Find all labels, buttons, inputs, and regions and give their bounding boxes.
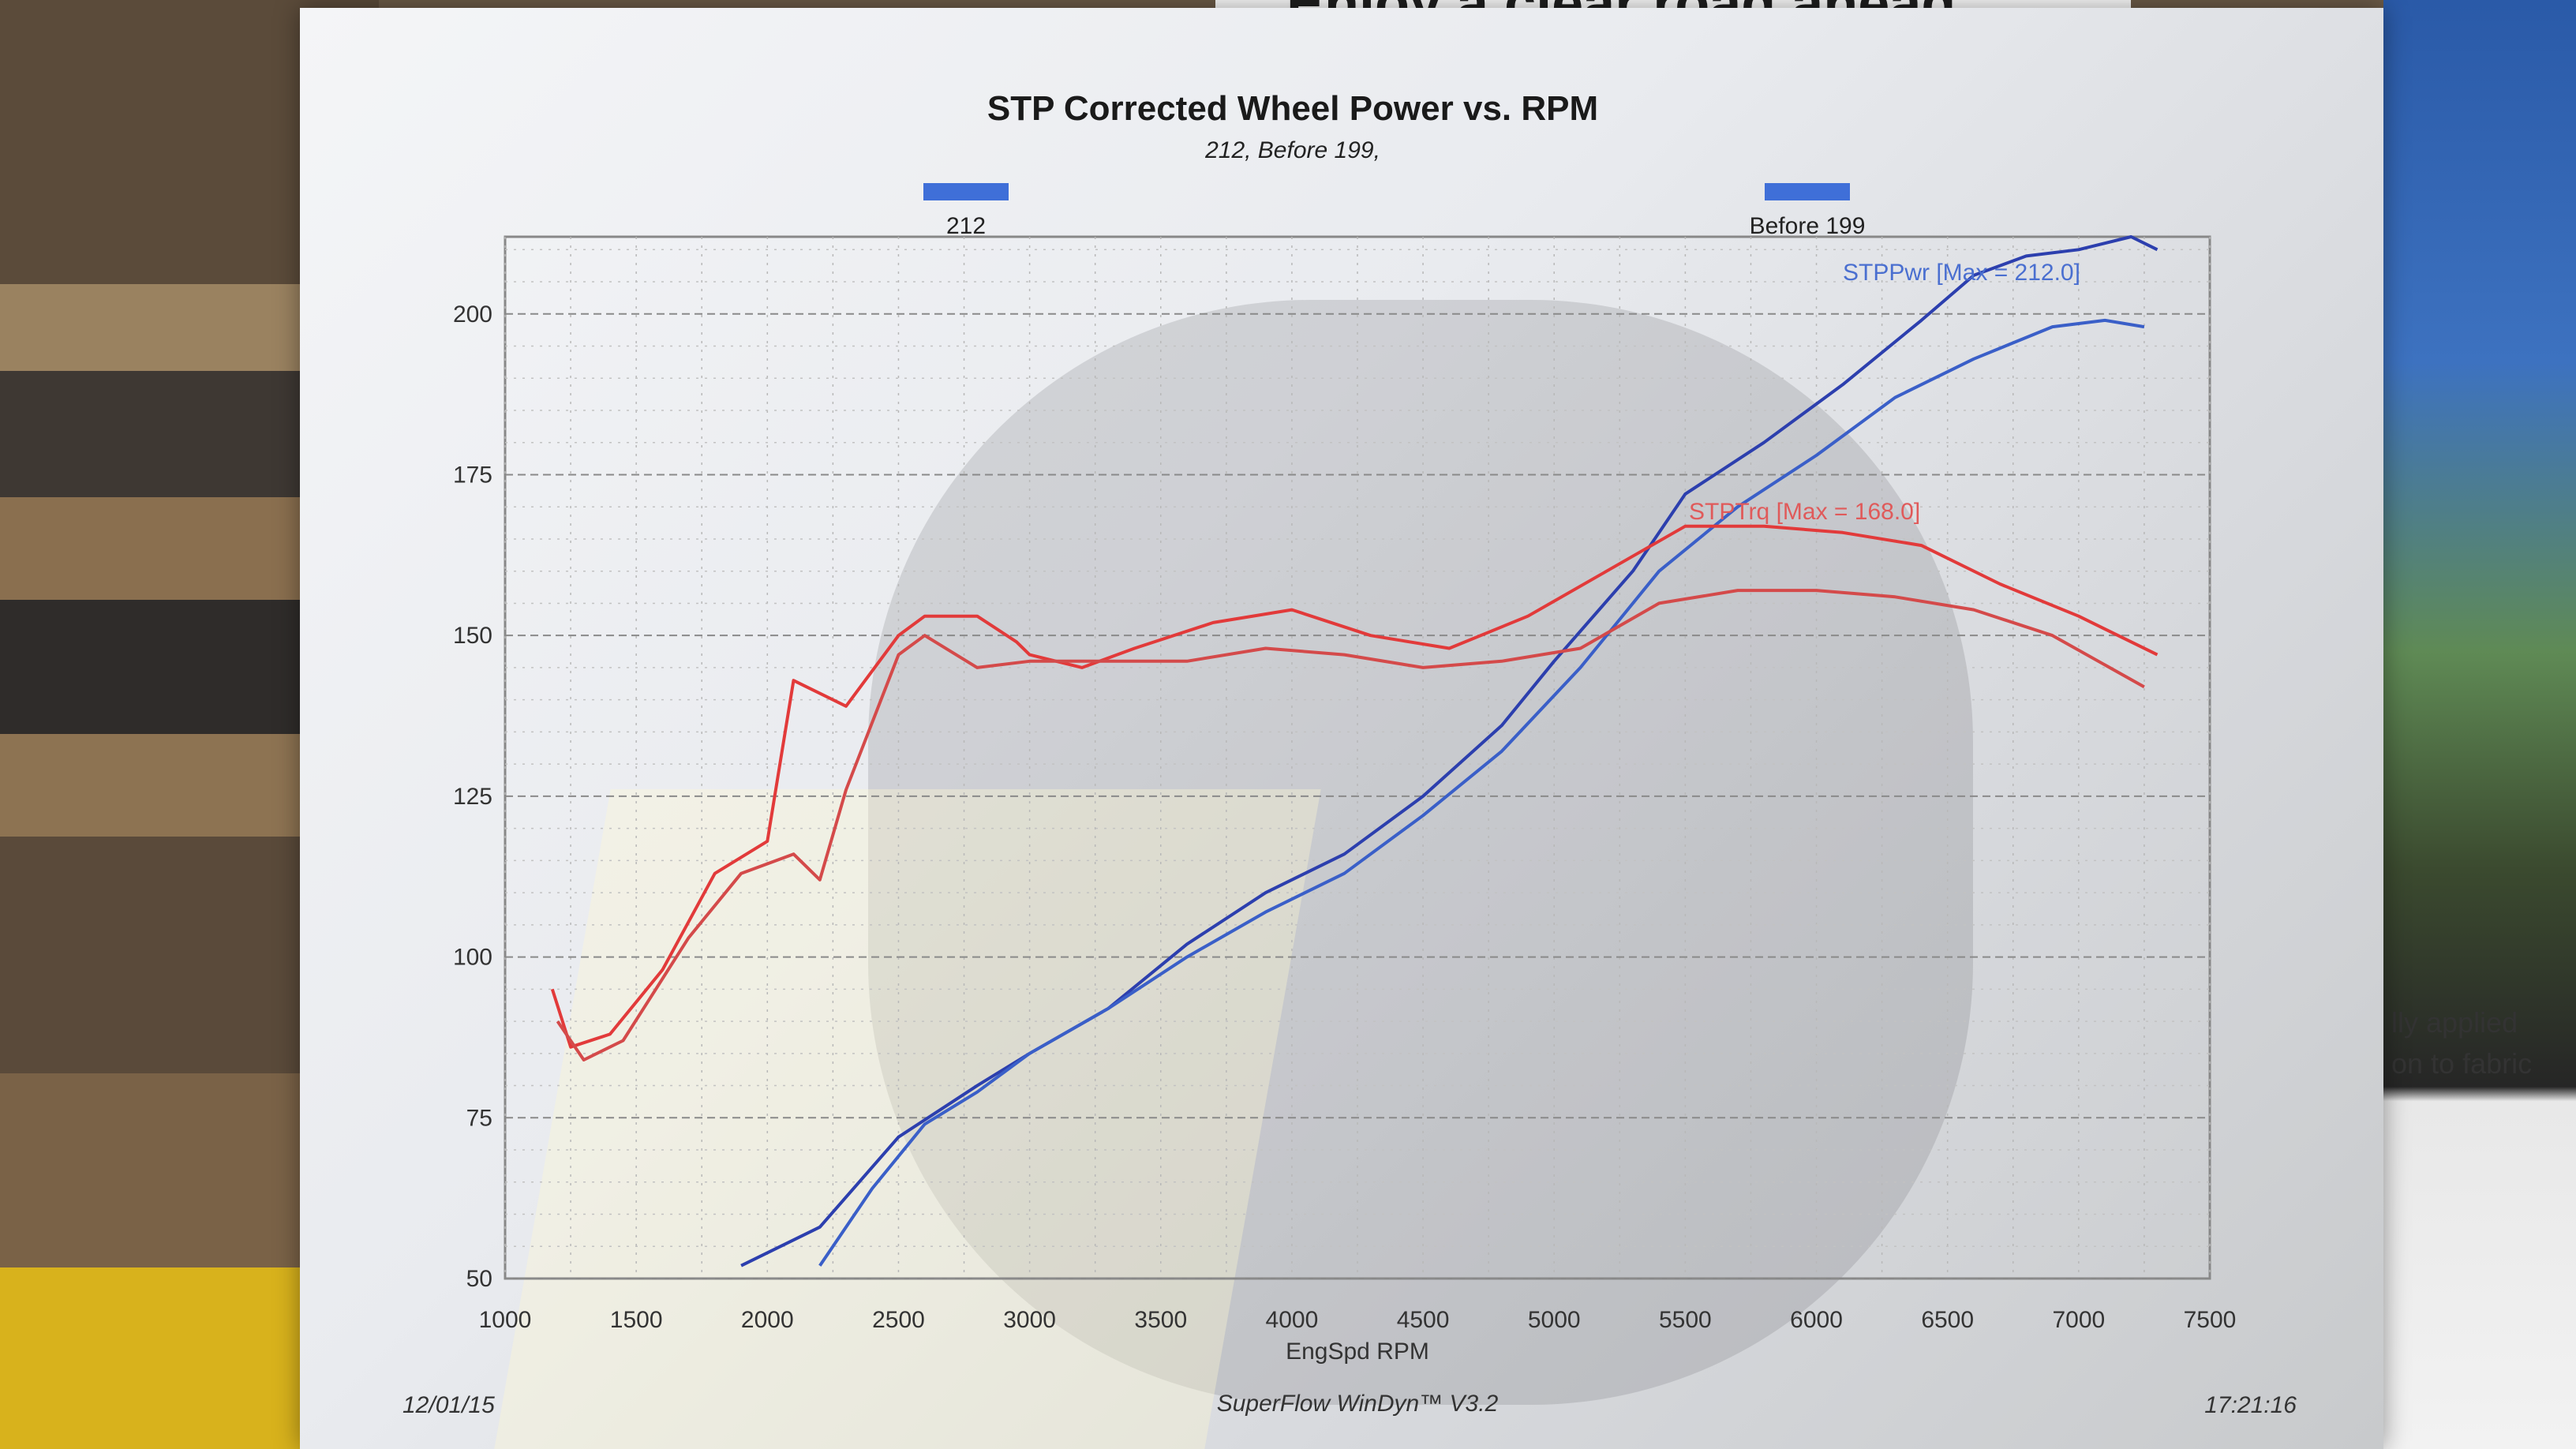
legend-label-before: Before 199 bbox=[1750, 213, 1866, 239]
x-tick-label: 1000 bbox=[479, 1307, 532, 1333]
y-tick-label: 50 bbox=[466, 1266, 492, 1292]
series-line-0 bbox=[740, 235, 2159, 1267]
print-date: 12/01/15 bbox=[402, 1392, 495, 1418]
x-tick-label: 4000 bbox=[1266, 1307, 1319, 1333]
y-axis: 200 175 150 125 100 75 50 bbox=[453, 301, 492, 1292]
x-tick-label: 6500 bbox=[1921, 1307, 1974, 1333]
brochure-line: lly applied bbox=[2391, 1006, 2518, 1039]
x-axis-label: EngSpd RPM bbox=[1286, 1339, 1429, 1365]
y-tick-label: 150 bbox=[453, 623, 492, 649]
x-tick-label: 4500 bbox=[1397, 1307, 1450, 1333]
series-line-1 bbox=[818, 318, 2145, 1267]
torque-max-annotation: STPTrq [Max = 168.0] bbox=[1689, 499, 1920, 525]
grid bbox=[504, 237, 2211, 1279]
chart-title: STP Corrected Wheel Power vs. RPM bbox=[987, 89, 1598, 128]
x-tick-label: 6000 bbox=[1790, 1307, 1843, 1333]
chart-subtitle: 212, Before 199, bbox=[1204, 137, 1380, 163]
y-tick-label: 125 bbox=[453, 784, 492, 810]
x-tick-label: 2500 bbox=[872, 1307, 925, 1333]
legend-swatch-before bbox=[1765, 183, 1850, 200]
y-tick-label: 100 bbox=[453, 945, 492, 971]
legend-label-212: 212 bbox=[946, 213, 986, 239]
x-tick-label: 5500 bbox=[1659, 1307, 1712, 1333]
power-max-annotation: STPPwr [Max = 212.0] bbox=[1843, 260, 2080, 286]
x-axis: 1000 1500 2000 2500 3000 3500 4000 4500 5000 5500… bbox=[479, 1307, 2237, 1333]
x-tick-label: 5000 bbox=[1528, 1307, 1581, 1333]
software-version: SuperFlow WinDyn™ V3.2 bbox=[1217, 1391, 1499, 1417]
y-tick-label: 200 bbox=[453, 301, 492, 328]
y-tick-label: 175 bbox=[453, 462, 492, 488]
brochure-text: lly applied on to fabric bbox=[2391, 1002, 2532, 1084]
shadow bbox=[868, 300, 1973, 1405]
brochure-line: on to fabric bbox=[2391, 1047, 2533, 1080]
x-tick-label: 3500 bbox=[1134, 1307, 1187, 1333]
y-tick-label: 75 bbox=[466, 1105, 492, 1131]
yellow-surface bbox=[0, 1267, 331, 1449]
x-tick-label: 1500 bbox=[610, 1307, 663, 1333]
x-tick-label: 2000 bbox=[741, 1307, 794, 1333]
x-tick-label: 7500 bbox=[2184, 1307, 2237, 1333]
dyno-printout bbox=[300, 8, 2383, 1449]
power-chart: STP Corrected Wheel Power vs. RPM 212, B… bbox=[402, 89, 2297, 1418]
brochure-panel bbox=[2383, 0, 2576, 1449]
legend-swatch-212 bbox=[923, 183, 1009, 200]
print-time: 17:21:16 bbox=[2204, 1392, 2297, 1418]
x-tick-label: 7000 bbox=[2052, 1307, 2105, 1333]
series-line-3 bbox=[556, 589, 2145, 1061]
series-line-2 bbox=[550, 524, 2159, 1049]
x-tick-label: 3000 bbox=[1003, 1307, 1056, 1333]
data-series bbox=[550, 235, 2159, 1267]
